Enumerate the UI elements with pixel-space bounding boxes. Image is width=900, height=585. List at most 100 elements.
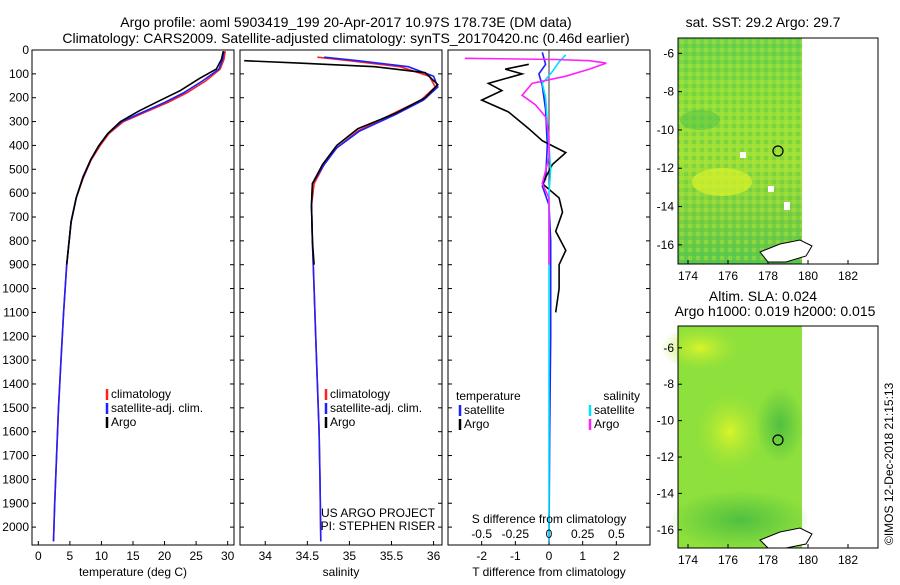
sst-cool-patch — [680, 110, 720, 130]
map-y-tick-label: -14 — [657, 486, 675, 500]
legend-label: Argo — [594, 417, 620, 431]
legend-label: Argo — [111, 415, 137, 429]
map-x-tick-label: 182 — [838, 269, 858, 283]
sla-high-patch — [696, 392, 764, 472]
map-x-tick-label: 178 — [758, 553, 778, 567]
x-tick-label: 36 — [427, 549, 441, 563]
legend-temperature-title: temperature — [456, 389, 521, 403]
series-line-argo — [244, 59, 439, 265]
legend-label: climatology — [111, 387, 171, 401]
sla-map-title-2: Argo h1000: 0.019 h2000: 0.015 — [675, 303, 876, 319]
sla-map-title-1: Altim. SLA: 0.024 — [709, 288, 817, 304]
credit-line-1: US ARGO PROJECT — [321, 506, 436, 520]
depth-tick-label: 1200 — [2, 329, 29, 343]
map-y-tick-label: -6 — [663, 341, 674, 355]
x-tick-label: -2 — [476, 549, 487, 563]
salinity-tick-label: -0.5 — [471, 527, 492, 541]
series-line-argo — [65, 51, 225, 265]
x-tick-label: 15 — [126, 549, 140, 563]
sst-missing-pixel — [768, 186, 774, 192]
plot-frame — [239, 49, 443, 546]
depth-tick-label: 400 — [9, 138, 29, 152]
map-y-tick-label: -16 — [657, 523, 675, 537]
depth-tick-label: 0 — [22, 43, 29, 57]
footer-timestamp: ©IMOS 12-Dec-2018 21:15:13 — [882, 382, 896, 545]
depth-tick-label: 1800 — [2, 472, 29, 486]
sst-map-frame — [677, 37, 879, 265]
x-tick-label: 0 — [546, 549, 553, 563]
x-tick-label: 1 — [579, 549, 586, 563]
legend-label: climatology — [330, 387, 390, 401]
map-y-tick-label: -8 — [663, 85, 674, 99]
legend-label: satellite-adj. clim. — [111, 401, 203, 415]
temperature-panel: 0100200300400500600700800900100011001200… — [2, 43, 234, 579]
sst-argo-location-marker — [772, 145, 784, 157]
sla-high-patch — [660, 326, 740, 370]
series-line-satellite-adj-clim- — [310, 56, 439, 542]
depth-tick-label: 300 — [9, 115, 29, 129]
map-y-tick-label: -8 — [663, 377, 674, 391]
depth-tick-label: 1400 — [2, 377, 29, 391]
map-y-tick-label: -6 — [663, 46, 674, 60]
title-line-1: Argo profile: aoml 5903419_199 20-Apr-20… — [120, 14, 571, 30]
x-axis-label: salinity — [323, 565, 360, 579]
sst-map-title: sat. SST: 29.2 Argo: 29.7 — [686, 14, 841, 30]
depth-tick-label: 1700 — [2, 449, 29, 463]
x-tick-label: 0 — [35, 549, 42, 563]
sst-missing-pixel — [784, 202, 790, 210]
depth-tick-label: 100 — [9, 67, 29, 81]
series-line-s-argo — [464, 57, 607, 265]
map-x-tick-label: 180 — [798, 269, 818, 283]
x-tick-label: -1 — [510, 549, 521, 563]
map-y-tick-label: -12 — [657, 450, 675, 464]
credit-line-2: PI: STEPHEN RISER — [321, 519, 436, 533]
x-tick-label: 10 — [95, 549, 109, 563]
depth-tick-label: 1600 — [2, 425, 29, 439]
x-tick-label: 34.5 — [296, 549, 320, 563]
sla-low-patch — [756, 387, 804, 463]
depth-tick-label: 900 — [9, 258, 29, 272]
legend-label: satellite — [464, 403, 505, 417]
sla-island-outline — [759, 527, 813, 549]
map-x-tick-label: 182 — [838, 553, 858, 567]
map-x-tick-label: 174 — [678, 269, 698, 283]
x-tick-label: 34 — [259, 549, 273, 563]
x-axis-label-salinity: S difference from climatology — [472, 512, 627, 526]
salinity-panel: 34 34.5 35 35.5 36 salinity climatologysatelli… — [239, 49, 443, 579]
sla-map-panel: Altim. SLA: 0.024 Argo h1000: 0.019 h200… — [657, 288, 879, 567]
sst-map-axes: 174 176 178 180 182 -6 -8 -10 -12 -14 -16 — [657, 46, 859, 283]
x-tick-label: 20 — [158, 549, 172, 563]
salinity-tick-label: 0.25 — [571, 527, 595, 541]
depth-tick-label: 600 — [9, 186, 29, 200]
title-line-2: Climatology: CARS2009. Satellite-adjuste… — [62, 30, 629, 46]
depth-tick-label: 800 — [9, 234, 29, 248]
depth-tick-label: 2000 — [2, 520, 29, 534]
map-x-tick-label: 174 — [678, 553, 698, 567]
sst-warm-patch — [692, 168, 752, 196]
difference-panel: -2 -1 0 1 2 T difference from climatology temp… — [447, 49, 651, 579]
map-y-tick-label: -10 — [657, 123, 675, 137]
depth-tick-label: 1300 — [2, 353, 29, 367]
depth-tick-label: 1100 — [3, 305, 29, 319]
plot-frame — [31, 49, 235, 546]
map-x-tick-label: 176 — [718, 269, 738, 283]
map-y-tick-label: -12 — [657, 161, 675, 175]
sla-argo-location-marker — [772, 434, 784, 446]
salinity-tick-label: -0.25 — [502, 527, 530, 541]
legend-salinity-title: salinity — [603, 389, 640, 403]
x-axis-label: T difference from climatology — [472, 565, 626, 579]
map-y-tick-label: -16 — [657, 238, 675, 252]
legend-label: satellite — [594, 403, 635, 417]
x-tick-label: 2 — [613, 549, 620, 563]
x-tick-label: 30 — [221, 549, 235, 563]
sst-map-panel: sat. SST: 29.2 Argo: 29.7 174 176 178 180 18… — [657, 14, 879, 283]
depth-tick-label: 200 — [9, 91, 29, 105]
x-tick-label: 35.5 — [380, 549, 404, 563]
depth-tick-label: 1500 — [2, 401, 29, 415]
x-tick-label: 5 — [67, 549, 74, 563]
legend-label: Argo — [330, 415, 356, 429]
sla-map-axes: 174 176 178 180 182 -6 -8 -10 -12 -14 -16 — [657, 341, 859, 567]
legend-label: Argo — [464, 417, 490, 431]
depth-tick-label: 1000 — [2, 282, 29, 296]
